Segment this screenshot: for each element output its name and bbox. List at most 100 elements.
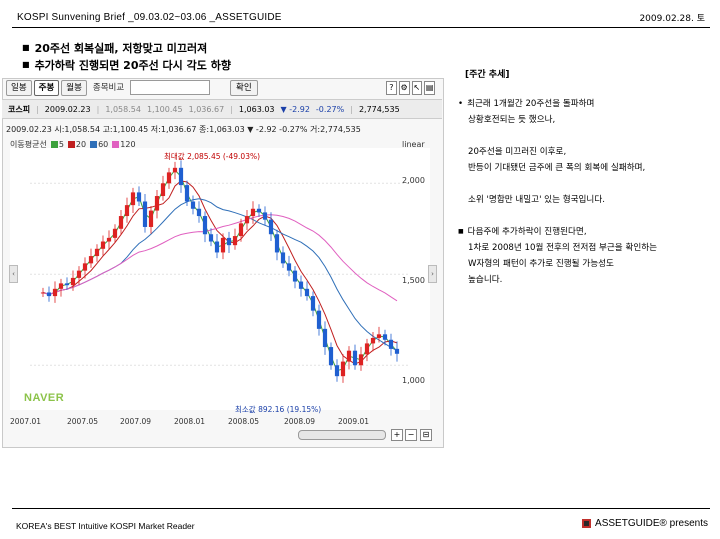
candle-body [334,365,340,377]
compare-input[interactable] [130,80,211,95]
min-value-annotation: 최소값 892.16 (19.15%) [235,405,322,414]
commentary-line: 1차로 2008년 10월 전후의 전저점 부근을 확인하는 [468,243,658,253]
tab-daily[interactable]: 일봉 [6,80,32,96]
ma-legend-5[interactable]: 5 [50,140,64,149]
candle-body [364,343,370,355]
candle-body [388,339,394,349]
candle-body [124,205,130,217]
candle-body [70,277,76,286]
candle-body [256,208,262,213]
candle-body [274,234,280,253]
candle-body [286,263,292,271]
ma-label: 이동평균선 [10,140,47,149]
candle-body [178,167,184,186]
candle-body [76,270,82,278]
trend-commentary: 최근래 1개월간 20주선을 돌파하며 상황호전되는 듯 했으나, 20주선을 … [458,96,716,288]
candle-body [82,263,88,271]
candle-body [316,310,322,329]
brief-date: 2009.02.28. 토 [639,14,705,24]
ohlc-readout: 2009.02.23 시:1,058.54 고:1,100.45 저:1,036… [6,125,361,134]
footer-divider [12,508,710,509]
candle-body [268,219,274,235]
zoom-out-button[interactable]: − [405,429,417,441]
candle-body [214,241,220,253]
candle-body [160,183,166,197]
candle-body [172,167,178,173]
footer-tagline: KOREA's BEST Intuitive KOSPI Market Read… [16,521,195,531]
index-name: 코스피 [8,104,31,114]
commentary-line: 반등이 기대됐던 금주에 큰 폭의 회복에 실패하며, [468,163,646,173]
footer-brand-text: ASSETGUIDE® presents [595,518,708,529]
candle-body [382,334,388,340]
candle-body [88,256,94,264]
candle-body [202,216,208,235]
chart-toolbar: 일봉 주봉 월봉 종목비교 [6,80,211,96]
candle-body [190,201,196,209]
candlestick-chart[interactable] [10,148,430,410]
fit-icon[interactable]: ⊟ [420,429,432,441]
x-tick-label: 2008.05 [228,417,260,426]
ma-legend-120[interactable]: 120 [112,140,136,149]
trend-section-title: [주간 추세] [465,70,510,80]
candle-body [154,196,160,211]
scale-label[interactable]: linear [402,140,425,149]
candle-body [298,281,304,289]
brief-title: KOSPI Sunvening Brief _09.03.02~03.06 _A… [17,12,282,23]
chart-style-icon[interactable]: ▤ [424,81,435,95]
zoom-in-button[interactable]: + [391,429,403,441]
commentary-line: 20주선을 미끄러진 이후로, [468,147,567,157]
settings-icon[interactable]: ⚙ [398,81,410,95]
tab-weekly[interactable]: 주봉 [33,80,60,96]
candle-body [370,337,376,344]
headline-bullet: 20주선 회복실패, 저항맞고 미끄러져 [22,40,231,57]
scroll-right-icon[interactable]: › [428,265,437,283]
toolbar-icons: ? ⚙ ↖ ▤ [386,81,435,95]
candle-body [232,236,238,246]
commentary-line: 높습니다. [468,275,503,285]
commentary-line: 최근래 1개월간 20주선을 돌파하며 [458,96,716,112]
candle-body [112,228,118,238]
help-icon[interactable]: ? [386,81,397,95]
quote-change: ▼ -2.92 [280,104,310,114]
headline-bullet: 추가하락 진행되면 20주선 다시 각도 하향 [22,57,231,74]
scroll-left-icon[interactable]: ‹ [9,265,18,283]
pointer-icon[interactable]: ↖ [411,81,423,95]
ma-legend-20[interactable]: 20 [67,140,86,149]
candle-body [226,237,232,246]
candle-body [148,210,154,227]
ma-line-20 [42,180,398,365]
x-tick-label: 2007.09 [120,417,152,426]
naver-watermark: NAVER [24,392,65,404]
x-tick-label: 2007.01 [10,417,42,426]
candle-body [118,216,124,229]
chart-scrollbar[interactable] [298,430,386,440]
candle-body [394,348,400,354]
candle-body [244,216,250,224]
candle-body [196,208,202,217]
candle-body [304,288,310,297]
candle-body [130,192,136,206]
candle-body [106,237,112,242]
candle-body [46,292,52,297]
quote-change-pct: -0.27% [315,104,345,114]
tab-monthly[interactable]: 월봉 [61,80,87,96]
x-tick-label: 2008.01 [174,417,206,426]
ma-legend-60[interactable]: 60 [90,140,108,149]
candle-body [292,270,298,282]
compare-label: 종목비교 [92,83,125,93]
candle-body [136,192,142,202]
max-value-annotation: 최대값 2,085.45 (-49.03%) [164,152,261,161]
y-tick-label: 1,000 [402,376,425,385]
candle-body [280,252,286,264]
candle-body [310,296,316,311]
quote-volume: 2,774,535 [358,104,400,114]
candle-body [94,248,100,257]
candle-body [346,350,352,362]
candle-body [100,241,106,249]
quote-bar: 코스피 | 2009.02.23 | 1,058.54 1,100.45 1,0… [2,99,442,119]
confirm-button[interactable]: 확인 [230,80,258,96]
moving-average-legend: 이동평균선 5 20 60 120 [10,139,136,150]
commentary-line: 상황호전되는 듯 했으나, [468,115,556,125]
candle-body [52,288,58,297]
candle-body [142,201,148,227]
